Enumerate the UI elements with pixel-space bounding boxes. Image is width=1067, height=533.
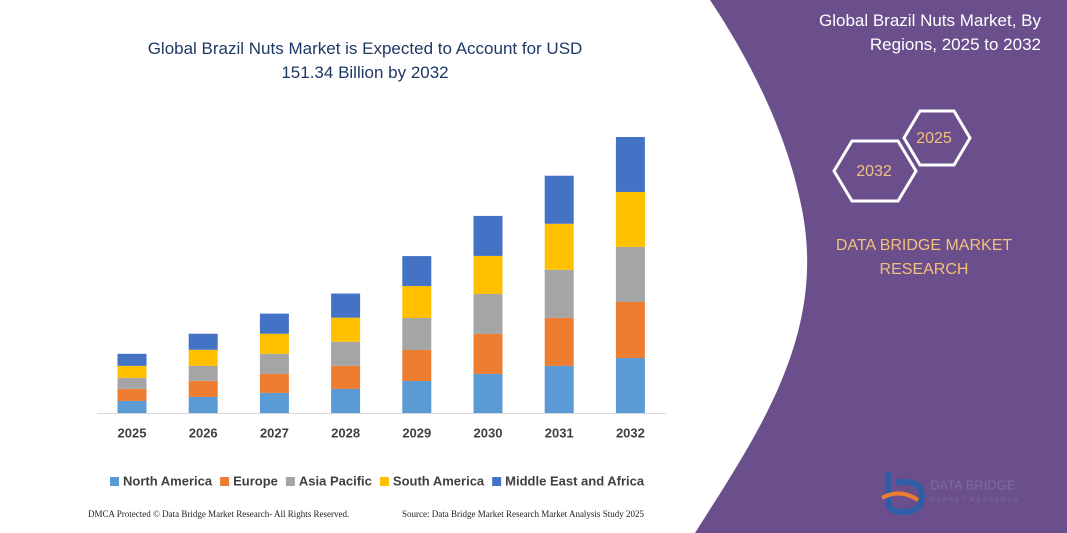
hex-label: 2025 bbox=[916, 130, 952, 147]
bar-segment bbox=[331, 388, 361, 413]
bar-segment bbox=[331, 365, 361, 389]
bar-segment bbox=[331, 341, 361, 366]
bar-segment bbox=[473, 255, 503, 294]
bar-segment bbox=[615, 301, 645, 359]
bar-segment bbox=[544, 175, 574, 224]
bar-segment bbox=[331, 293, 361, 318]
bar-segment bbox=[402, 286, 432, 319]
bar-segment bbox=[544, 269, 574, 318]
legend-swatch bbox=[379, 477, 389, 486]
bar-segment bbox=[117, 388, 147, 401]
x-tick-label: 2030 bbox=[474, 425, 503, 440]
bar-segment bbox=[259, 333, 289, 354]
bar-segment bbox=[473, 293, 503, 334]
x-tick-label: 2031 bbox=[545, 425, 574, 440]
bar-segment bbox=[188, 380, 218, 397]
legend-label: North America bbox=[123, 473, 213, 488]
bar-segment bbox=[188, 396, 218, 413]
legend-label: Europe bbox=[233, 473, 278, 488]
bar-segment bbox=[402, 381, 432, 413]
bar-segment bbox=[402, 318, 432, 350]
footer-right: Source: Data Bridge Market Research Mark… bbox=[402, 509, 644, 519]
hex-label: 2032 bbox=[856, 163, 892, 180]
bar-segment bbox=[615, 191, 645, 247]
legend-swatch bbox=[110, 477, 119, 486]
bar-segment bbox=[117, 400, 147, 413]
bar-segment bbox=[259, 313, 289, 334]
bar-segment bbox=[402, 349, 432, 382]
bar-segment bbox=[402, 256, 432, 287]
bar-segment bbox=[331, 317, 361, 342]
bar-segment bbox=[259, 392, 289, 413]
hexagon bbox=[832, 139, 918, 203]
logo: DATA BRIDGE MARKET RESEARCH bbox=[881, 472, 1020, 516]
footer-left: DMCA Protected © Data Bridge Market Rese… bbox=[88, 509, 349, 519]
x-tick-label: 2032 bbox=[616, 425, 645, 440]
bar-segment bbox=[117, 377, 147, 389]
bar-segment bbox=[117, 353, 147, 366]
legend-swatch bbox=[492, 477, 502, 486]
bar-segment bbox=[615, 246, 645, 302]
x-tick-label: 2026 bbox=[189, 425, 218, 440]
bar-segment bbox=[473, 333, 503, 374]
bar-segment bbox=[544, 365, 574, 413]
legend-label: Middle East and Africa bbox=[505, 473, 645, 488]
x-tick-label: 2025 bbox=[118, 425, 147, 440]
chart-title: Global Brazil Nuts Market is Expected to… bbox=[148, 39, 583, 82]
bar-segment bbox=[615, 358, 645, 413]
x-tick-label: 2028 bbox=[331, 425, 360, 440]
bar-segment bbox=[615, 137, 645, 192]
legend-swatch bbox=[285, 477, 295, 486]
bar-segment bbox=[544, 223, 574, 270]
bar-segment bbox=[544, 317, 574, 366]
bar-segment bbox=[188, 349, 218, 366]
side-panel bbox=[695, 0, 1067, 533]
legend-swatch bbox=[220, 477, 230, 486]
brand: DATA BRIDGE MARKET RESEARCH bbox=[836, 237, 1013, 278]
logo-tagline: MARKET RESEARCH bbox=[930, 498, 1020, 504]
bar-segment bbox=[259, 373, 289, 393]
x-tick-label: 2027 bbox=[260, 425, 289, 440]
bar-segment bbox=[188, 365, 218, 381]
panel-title: Global Brazil Nuts Market, By Regions, 20… bbox=[819, 11, 1042, 54]
hexagon bbox=[902, 109, 972, 167]
x-tick-label: 2029 bbox=[402, 425, 431, 440]
legend-label: Asia Pacific bbox=[299, 473, 372, 488]
bar-segment bbox=[188, 333, 218, 350]
bar-segment bbox=[473, 373, 503, 413]
bar-segment bbox=[259, 353, 289, 374]
bar-segment bbox=[117, 365, 147, 378]
bar-segment bbox=[473, 215, 503, 256]
legend-label: South America bbox=[393, 473, 485, 488]
logo-name: DATA BRIDGE bbox=[930, 477, 1016, 492]
